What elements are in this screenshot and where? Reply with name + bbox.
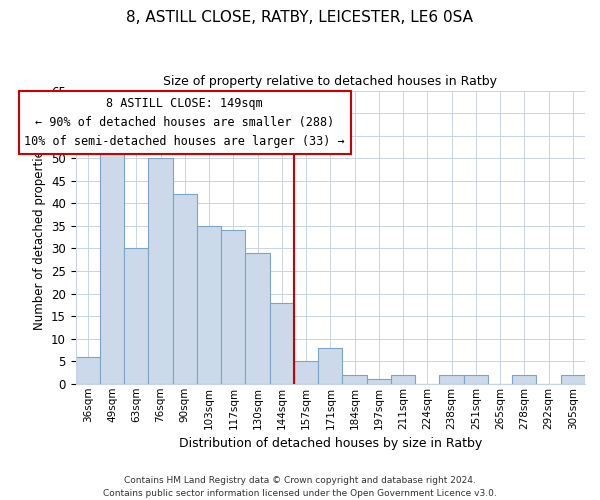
Text: 8 ASTILL CLOSE: 149sqm
← 90% of detached houses are smaller (288)
10% of semi-de: 8 ASTILL CLOSE: 149sqm ← 90% of detached… [25, 98, 345, 148]
X-axis label: Distribution of detached houses by size in Ratby: Distribution of detached houses by size … [179, 437, 482, 450]
Bar [148, 158, 173, 384]
Title: Size of property relative to detached houses in Ratby: Size of property relative to detached ho… [163, 75, 497, 88]
Bar [367, 380, 391, 384]
Bar [439, 374, 464, 384]
Bar [221, 230, 245, 384]
Bar [76, 356, 100, 384]
Y-axis label: Number of detached properties: Number of detached properties [32, 144, 46, 330]
Bar [270, 302, 294, 384]
Bar [294, 361, 318, 384]
Bar [245, 253, 270, 384]
Bar [100, 144, 124, 384]
Bar [197, 226, 221, 384]
Text: 8, ASTILL CLOSE, RATBY, LEICESTER, LE6 0SA: 8, ASTILL CLOSE, RATBY, LEICESTER, LE6 0… [127, 10, 473, 25]
Bar [318, 348, 343, 384]
Bar [343, 374, 367, 384]
Bar [512, 374, 536, 384]
Text: Contains HM Land Registry data © Crown copyright and database right 2024.
Contai: Contains HM Land Registry data © Crown c… [103, 476, 497, 498]
Bar [173, 194, 197, 384]
Bar [561, 374, 585, 384]
Bar [391, 374, 415, 384]
Bar [124, 248, 148, 384]
Bar [464, 374, 488, 384]
